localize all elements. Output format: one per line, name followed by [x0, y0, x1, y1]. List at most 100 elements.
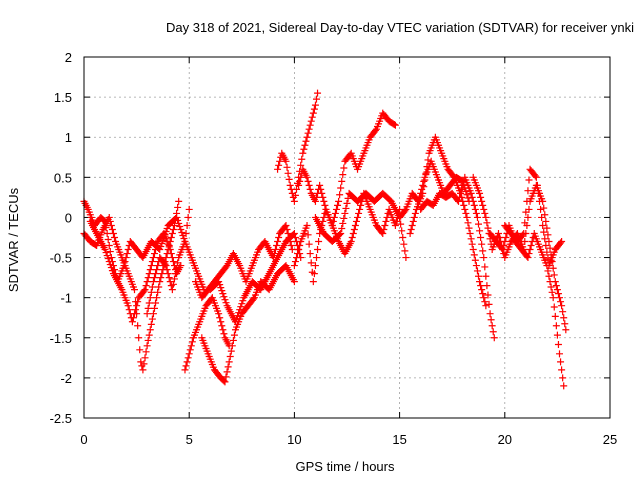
data-point: [303, 221, 311, 229]
data-point: [148, 315, 156, 323]
data-point: [519, 231, 527, 239]
data-point: [135, 334, 143, 342]
data-point: [108, 267, 116, 275]
data-point: [284, 229, 292, 237]
data-point: [349, 229, 357, 237]
x-axis-label: GPS time / hours: [296, 459, 395, 474]
data-point: [164, 270, 172, 278]
data-point: [464, 194, 472, 202]
data-point: [163, 224, 171, 232]
data-point: [223, 368, 231, 376]
series-d2: [406, 133, 490, 310]
data-point: [219, 290, 227, 298]
data-point: [275, 234, 283, 241]
data-point: [154, 288, 162, 296]
data-point: [543, 248, 551, 256]
data-point: [336, 191, 344, 199]
data-point: [184, 354, 192, 362]
data-point: [105, 242, 113, 250]
data-point: [142, 282, 150, 290]
data-point: [185, 205, 193, 213]
data-point: [317, 185, 325, 193]
data-point: [477, 234, 485, 241]
data-point: [152, 270, 160, 278]
data-point: [273, 242, 281, 250]
data-point: [306, 121, 314, 129]
data-point: [407, 225, 415, 233]
data-point: [282, 157, 290, 165]
data-point: [111, 234, 119, 241]
data-point: [475, 220, 482, 228]
data-point: [541, 235, 549, 243]
data-point: [314, 89, 322, 97]
data-point: [274, 238, 282, 246]
data-point: [531, 172, 539, 180]
data-point: [337, 229, 345, 237]
data-point: [557, 298, 565, 306]
data-point: [101, 217, 109, 225]
data-point: [562, 326, 570, 334]
data-point: [146, 266, 154, 274]
data-point: [486, 310, 494, 318]
data-point: [175, 219, 183, 227]
data-point: [222, 373, 230, 381]
data-point: [472, 209, 480, 217]
data-point: [553, 331, 561, 339]
data-point: [411, 209, 419, 217]
data-point: [422, 169, 430, 177]
data-point: [149, 254, 157, 262]
data-point: [224, 363, 232, 371]
data-point: [525, 250, 533, 258]
data-point: [134, 298, 142, 306]
data-point: [304, 129, 312, 137]
data-point: [462, 187, 470, 195]
data-point: [501, 238, 509, 246]
data-point: [338, 177, 346, 185]
data-point: [341, 209, 349, 217]
data-point: [144, 336, 152, 344]
data-point: [293, 185, 301, 193]
y-tick-label: -1: [60, 291, 72, 306]
series-d3: [417, 173, 498, 342]
data-point: [549, 294, 557, 302]
data-point: [134, 322, 142, 330]
data-point: [177, 225, 185, 233]
data-point: [347, 238, 355, 246]
data-point: [144, 274, 152, 282]
data-point: [163, 266, 171, 274]
data-point: [490, 334, 498, 342]
data-point: [423, 163, 431, 171]
data-point: [315, 238, 323, 246]
data-point: [147, 262, 155, 270]
data-point: [157, 274, 165, 282]
data-point: [222, 299, 230, 307]
data-point: [293, 254, 301, 262]
data-point: [549, 264, 557, 272]
data-point: [139, 366, 147, 374]
data-point: [105, 258, 113, 266]
data-point: [182, 229, 190, 237]
data-point: [336, 230, 344, 238]
data-point: [162, 262, 170, 270]
data-point: [312, 95, 320, 103]
data-point: [288, 246, 296, 254]
data-point: [483, 219, 491, 227]
data-point: [221, 378, 229, 386]
data-point: [286, 181, 294, 189]
data-point: [482, 272, 490, 280]
data-point: [382, 217, 390, 225]
data-point: [461, 205, 469, 213]
data-point: [534, 189, 542, 197]
data-point: [170, 221, 178, 229]
data-point: [391, 121, 399, 129]
data-point: [297, 173, 305, 181]
data-point: [225, 358, 233, 366]
data-point: [473, 213, 481, 221]
data-point: [216, 314, 224, 322]
data-point: [424, 156, 432, 164]
data-point: [169, 225, 177, 233]
data-point: [340, 164, 348, 172]
data-point: [371, 127, 379, 135]
data-point: [455, 197, 463, 205]
data-point: [156, 278, 164, 286]
